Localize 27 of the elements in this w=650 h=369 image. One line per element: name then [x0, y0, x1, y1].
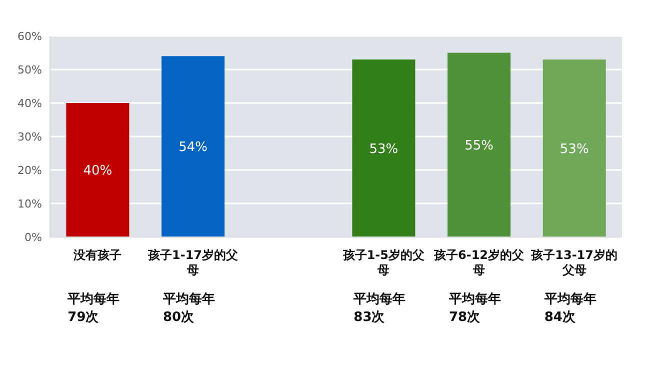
- text: 平均每年 83次: [352, 292, 406, 325]
- x-tick-label: 没有孩子: [72, 248, 122, 262]
- text: 平均每年 80次: [162, 292, 215, 325]
- bar: [66, 103, 130, 237]
- text: 平均每年 78次: [448, 292, 501, 325]
- data-label: 53%: [560, 142, 589, 157]
- text: 平均每年 84次: [543, 292, 596, 325]
- y-tick-label: 50%: [18, 63, 42, 76]
- bar: [352, 59, 416, 237]
- x-tick-label: 孩子13-17岁的父母: [530, 248, 618, 277]
- y-tick-label: 10%: [18, 197, 42, 210]
- y-tick-label: 40%: [18, 96, 42, 110]
- x-tick-label: 孩子1-17岁的父母: [146, 248, 238, 277]
- bar: [542, 59, 606, 237]
- data-label: 54%: [178, 140, 208, 156]
- y-tick-label: 30%: [18, 130, 42, 144]
- x-tick-label: 孩子1-5岁的父母: [342, 248, 425, 277]
- data-label: 53%: [369, 142, 398, 157]
- text: 平均每年 79次: [66, 292, 120, 325]
- y-tick-label: 60%: [18, 30, 42, 43]
- data-label: 40%: [83, 164, 112, 179]
- bar: [448, 52, 511, 237]
- y-tick-label: 20%: [18, 164, 42, 177]
- x-tick-label: 孩子6-12岁的父母: [432, 248, 524, 277]
- data-label: 55%: [464, 138, 494, 154]
- bar: [162, 56, 225, 237]
- y-tick-label: 0%: [24, 230, 42, 244]
